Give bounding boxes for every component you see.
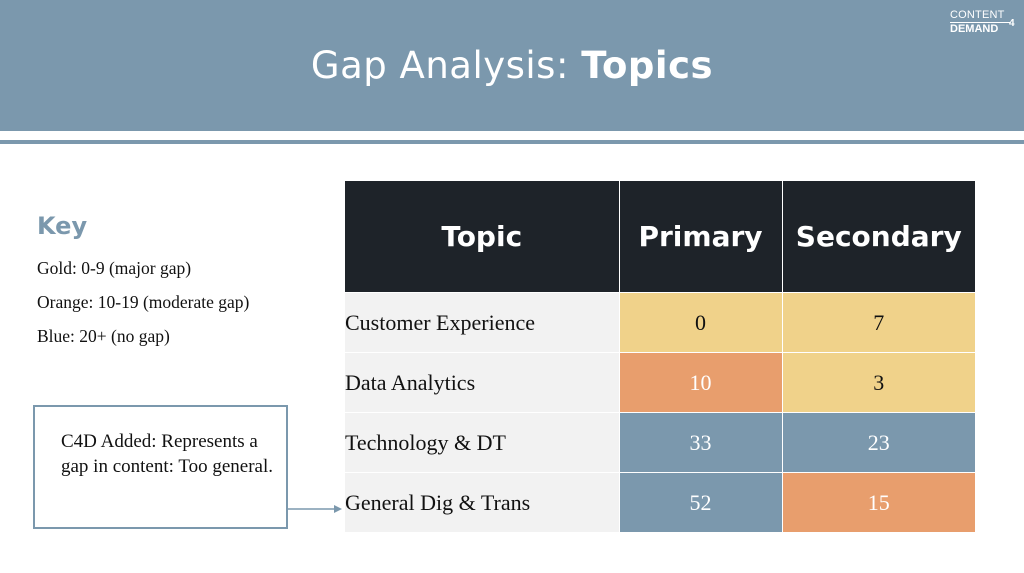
table-row: General Dig & Trans 52 15 <box>345 472 975 532</box>
table-header-row: Topic Primary Secondary <box>345 181 975 293</box>
secondary-cell: 15 <box>782 472 975 532</box>
header-primary: Primary <box>619 181 783 293</box>
topic-cell: Technology & DT <box>345 412 620 473</box>
table-row: Technology & DT 33 23 <box>345 412 975 473</box>
header-divider <box>0 140 1024 144</box>
primary-cell: 0 <box>619 292 783 353</box>
key-gold: Gold: 0-9 (major gap) <box>37 258 192 278</box>
topic-cell: Data Analytics <box>345 352 620 413</box>
key-heading: Key <box>37 212 88 240</box>
secondary-cell: 3 <box>782 352 975 413</box>
header-topic: Topic <box>345 181 620 293</box>
key-blue: Blue: 20+ (no gap) <box>37 326 170 346</box>
table-row: Customer Experience 0 7 <box>345 292 975 353</box>
gap-analysis-table: Topic Primary Secondary Customer Experie… <box>345 181 975 532</box>
logo-line1: CONTENT <box>950 9 1005 21</box>
secondary-cell: 7 <box>782 292 975 353</box>
logo-superscript: 4 <box>1009 18 1015 29</box>
header-secondary: Secondary <box>782 181 975 293</box>
callout-arrow-icon <box>288 505 342 513</box>
title-banner <box>0 0 1024 131</box>
topic-cell: General Dig & Trans <box>345 472 620 532</box>
table-row: Data Analytics 10 3 <box>345 352 975 413</box>
secondary-cell: 23 <box>782 412 975 473</box>
title-prefix: Gap Analysis: <box>310 44 582 87</box>
logo-line2: DEMAND <box>950 22 1010 36</box>
primary-cell: 10 <box>619 352 783 413</box>
slide-title: Gap Analysis: Topics <box>0 44 1024 87</box>
key-orange: Orange: 10-19 (moderate gap) <box>37 292 250 312</box>
topic-cell: Customer Experience <box>345 292 620 353</box>
primary-cell: 52 <box>619 472 783 532</box>
callout-box: C4D Added: Represents a gap in content: … <box>33 405 288 529</box>
callout-text: C4D Added: Represents a gap in content: … <box>61 431 274 477</box>
primary-cell: 33 <box>619 412 783 473</box>
title-bold: Topics <box>581 44 714 87</box>
content4demand-logo: CONTENT 4 DEMAND <box>950 9 1018 36</box>
